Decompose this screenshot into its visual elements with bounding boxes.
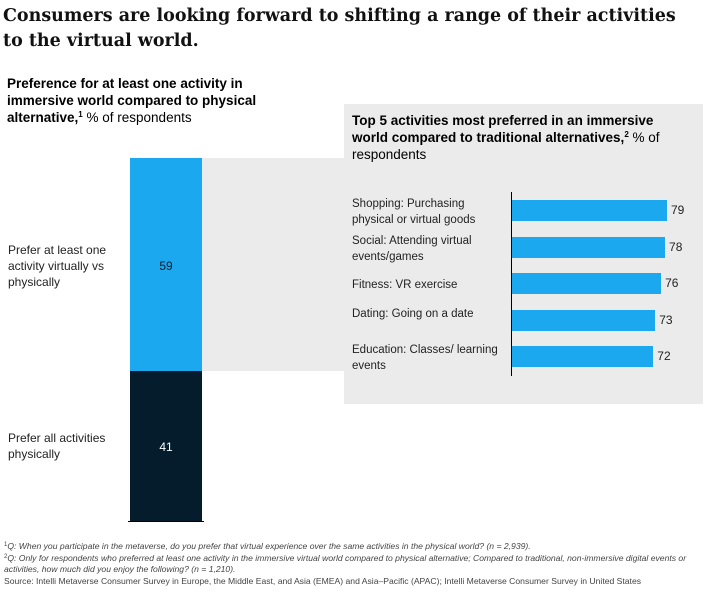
stack-segment-physical [130, 371, 202, 521]
bar [512, 346, 654, 367]
right-chart-title-sup: 2 [624, 130, 629, 139]
bar-value-label: 76 [665, 276, 679, 290]
bar-value-label: 79 [671, 203, 685, 217]
footnote-2-text: Q: Only for respondents who preferred at… [4, 552, 687, 575]
bar-category-label: Social: Attending virtual events/games [352, 234, 472, 263]
right-chart-unit: % of respondents [352, 130, 660, 162]
footnote-1: 1Q: When you participate in the metavers… [4, 541, 699, 553]
left-chart-title: Preference for at least one activity in … [7, 75, 307, 126]
bar-axis [511, 192, 512, 376]
footnote-2: 2Q: Only for respondents who preferred a… [4, 553, 699, 576]
stack-baseline [128, 521, 204, 522]
bar-value-label: 72 [657, 349, 671, 363]
headline: Consumers are looking forward to shiftin… [3, 6, 676, 51]
stack-value-physical: 41 [159, 440, 173, 454]
stack-label-virtual: Prefer at least one activity virtually v… [8, 243, 107, 289]
bar-category-label: Education: Classes/ learning events [352, 344, 498, 372]
footnote-1-marker: 1 [4, 542, 8, 548]
bar [512, 236, 666, 258]
left-chart-unit: % of respondents [86, 110, 192, 125]
bar-value-label: 78 [669, 239, 683, 254]
bar-category-label: Shopping: Purchasing physical or virtual… [352, 198, 476, 226]
bar-category-label: Dating: Going on a date [352, 307, 474, 320]
footnote-source: Source: Intelli Metaverse Consumer Surve… [4, 575, 642, 586]
bar [512, 200, 667, 221]
left-chart-title-text: Preference for at least one activity in … [7, 76, 257, 125]
right-chart-title-text: Top 5 activities most preferred in an im… [352, 113, 654, 145]
left-chart-title-sup: 1 [78, 110, 83, 119]
bar [512, 273, 662, 294]
bar-value-label: 73 [659, 312, 673, 327]
bar-category-label: Fitness: VR exercise [352, 279, 458, 291]
footnotes: 1Q: When you participate in the metavers… [4, 541, 699, 587]
right-chart-title: Top 5 activities most preferred in an im… [352, 112, 682, 163]
connector-band [202, 158, 344, 371]
stack-segment-virtual [130, 158, 202, 371]
footnote-1-text: Q: When you participate in the metaverse… [7, 541, 531, 551]
stack-label-physical: Prefer all activities physically [8, 431, 106, 461]
bar [512, 309, 656, 331]
stack-value-virtual: 59 [159, 259, 173, 273]
footnote-2-marker: 2 [4, 553, 8, 560]
